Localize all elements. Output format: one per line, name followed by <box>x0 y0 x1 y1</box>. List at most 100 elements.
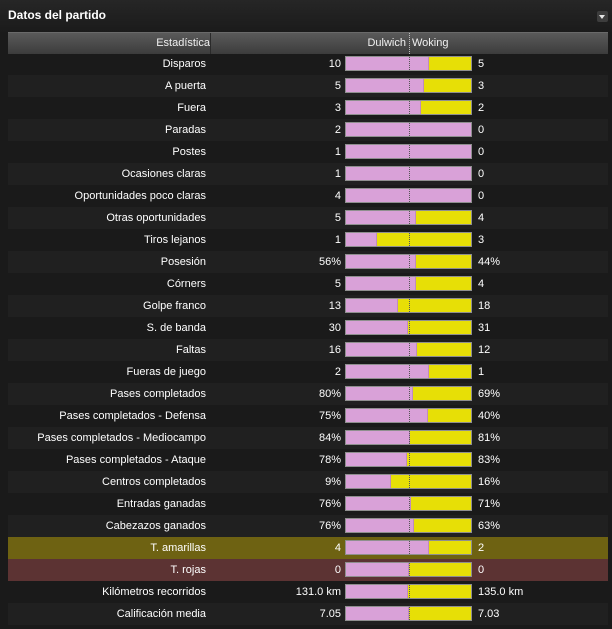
stat-label: Disparos <box>162 58 206 70</box>
away-value: 63% <box>478 520 501 532</box>
home-bar-fill <box>346 101 421 114</box>
home-bar-fill <box>346 277 416 290</box>
chevron-down-icon[interactable] <box>597 11 608 22</box>
bar-midline <box>409 475 410 488</box>
comparison-bar <box>345 122 472 137</box>
table-row: T. amarillas 4 2 <box>8 537 608 559</box>
home-bar-fill <box>346 233 377 246</box>
away-value: 0 <box>478 564 485 576</box>
table-row: Pases completados - Ataque 78% 83% <box>8 449 608 471</box>
home-bar-fill <box>346 167 471 180</box>
header-home-team[interactable]: Dulwich <box>367 37 406 49</box>
table-row: Disparos 10 5 <box>8 53 608 75</box>
table-row: Paradas 2 0 <box>8 119 608 141</box>
stat-label: Entradas ganadas <box>116 498 206 510</box>
home-bar-fill <box>346 607 409 620</box>
home-value: 2 <box>334 366 341 378</box>
bar-midline <box>409 277 410 290</box>
bar-midline <box>409 585 410 598</box>
away-value: 12 <box>478 344 491 356</box>
bar-midline <box>409 123 410 136</box>
away-value: 69% <box>478 388 501 400</box>
home-value: 1 <box>334 234 341 246</box>
home-value: 1 <box>334 146 341 158</box>
bar-midline <box>409 57 410 70</box>
away-value: 2 <box>478 542 485 554</box>
stat-label: Pases completados - Defensa <box>59 410 206 422</box>
table-row: Entradas ganadas 76% 71% <box>8 493 608 515</box>
comparison-bar <box>345 232 472 247</box>
bar-midline <box>409 387 410 400</box>
away-value: 7.03 <box>478 608 500 620</box>
bar-midline <box>409 607 410 620</box>
header-stat[interactable]: Estadística <box>156 37 210 49</box>
stat-label: A puerta <box>165 80 206 92</box>
comparison-bar <box>345 496 472 511</box>
away-value: 0 <box>478 168 485 180</box>
bar-midline <box>409 255 410 268</box>
away-value: 4 <box>478 278 485 290</box>
bar-midline <box>409 343 410 356</box>
bar-midline <box>409 167 410 180</box>
table-row: Fueras de juego 2 1 <box>8 361 608 383</box>
comparison-bar <box>345 276 472 291</box>
home-value: 10 <box>328 58 341 70</box>
home-value: 5 <box>334 80 341 92</box>
table-row: A puerta 5 3 <box>8 75 608 97</box>
home-bar-fill <box>346 321 408 334</box>
comparison-bar <box>345 606 472 621</box>
table-row: Córners 5 4 <box>8 273 608 295</box>
comparison-bar <box>345 56 472 71</box>
stat-label: T. rojas <box>170 564 206 576</box>
comparison-bar <box>345 584 472 599</box>
bar-midline <box>409 211 410 224</box>
home-value: 56% <box>318 256 341 268</box>
comparison-bar <box>345 188 472 203</box>
table-row: Ocasiones claras 1 0 <box>8 163 608 185</box>
home-value: 30 <box>328 322 341 334</box>
away-value: 81% <box>478 432 501 444</box>
home-value: 2 <box>334 124 341 136</box>
home-bar-fill <box>346 519 414 532</box>
bar-midline <box>409 145 410 158</box>
away-value: 31 <box>478 322 491 334</box>
bar-midline <box>409 453 410 466</box>
stat-label: Kilómetros recorridos <box>102 586 206 598</box>
home-value: 80% <box>318 388 341 400</box>
stat-label: Calificación media <box>116 608 206 620</box>
header-center-line <box>409 33 410 54</box>
table-row: T. rojas 0 0 <box>8 559 608 581</box>
away-value: 135.0 km <box>478 586 524 598</box>
stat-label: Pases completados <box>110 388 206 400</box>
home-value: 13 <box>328 300 341 312</box>
bar-midline <box>409 365 410 378</box>
home-value: 7.05 <box>319 608 341 620</box>
home-value: 16 <box>328 344 341 356</box>
away-value: 71% <box>478 498 501 510</box>
bar-midline <box>409 189 410 202</box>
home-value: 76% <box>318 498 341 510</box>
table-row: Faltas 16 12 <box>8 339 608 361</box>
home-value: 4 <box>334 542 341 554</box>
home-bar-fill <box>346 255 416 268</box>
bar-midline <box>409 497 410 510</box>
home-value: 9% <box>325 476 341 488</box>
comparison-bar <box>345 100 472 115</box>
home-bar-fill <box>346 79 424 92</box>
header-away-team[interactable]: Woking <box>412 37 449 49</box>
stat-label: Oportunidades poco claras <box>74 190 206 202</box>
table-row: Pases completados - Mediocampo 84% 81% <box>8 427 608 449</box>
home-value: 5 <box>334 278 341 290</box>
comparison-bar <box>345 474 472 489</box>
comparison-bar <box>345 254 472 269</box>
table-row: Posesión 56% 44% <box>8 251 608 273</box>
away-value: 0 <box>478 124 485 136</box>
comparison-bar <box>345 78 472 93</box>
home-bar-fill <box>346 541 429 554</box>
home-value: 76% <box>318 520 341 532</box>
comparison-bar <box>345 298 472 313</box>
home-value: 1 <box>334 168 341 180</box>
bar-midline <box>409 233 410 246</box>
away-value: 16% <box>478 476 501 488</box>
comparison-bar <box>345 144 472 159</box>
